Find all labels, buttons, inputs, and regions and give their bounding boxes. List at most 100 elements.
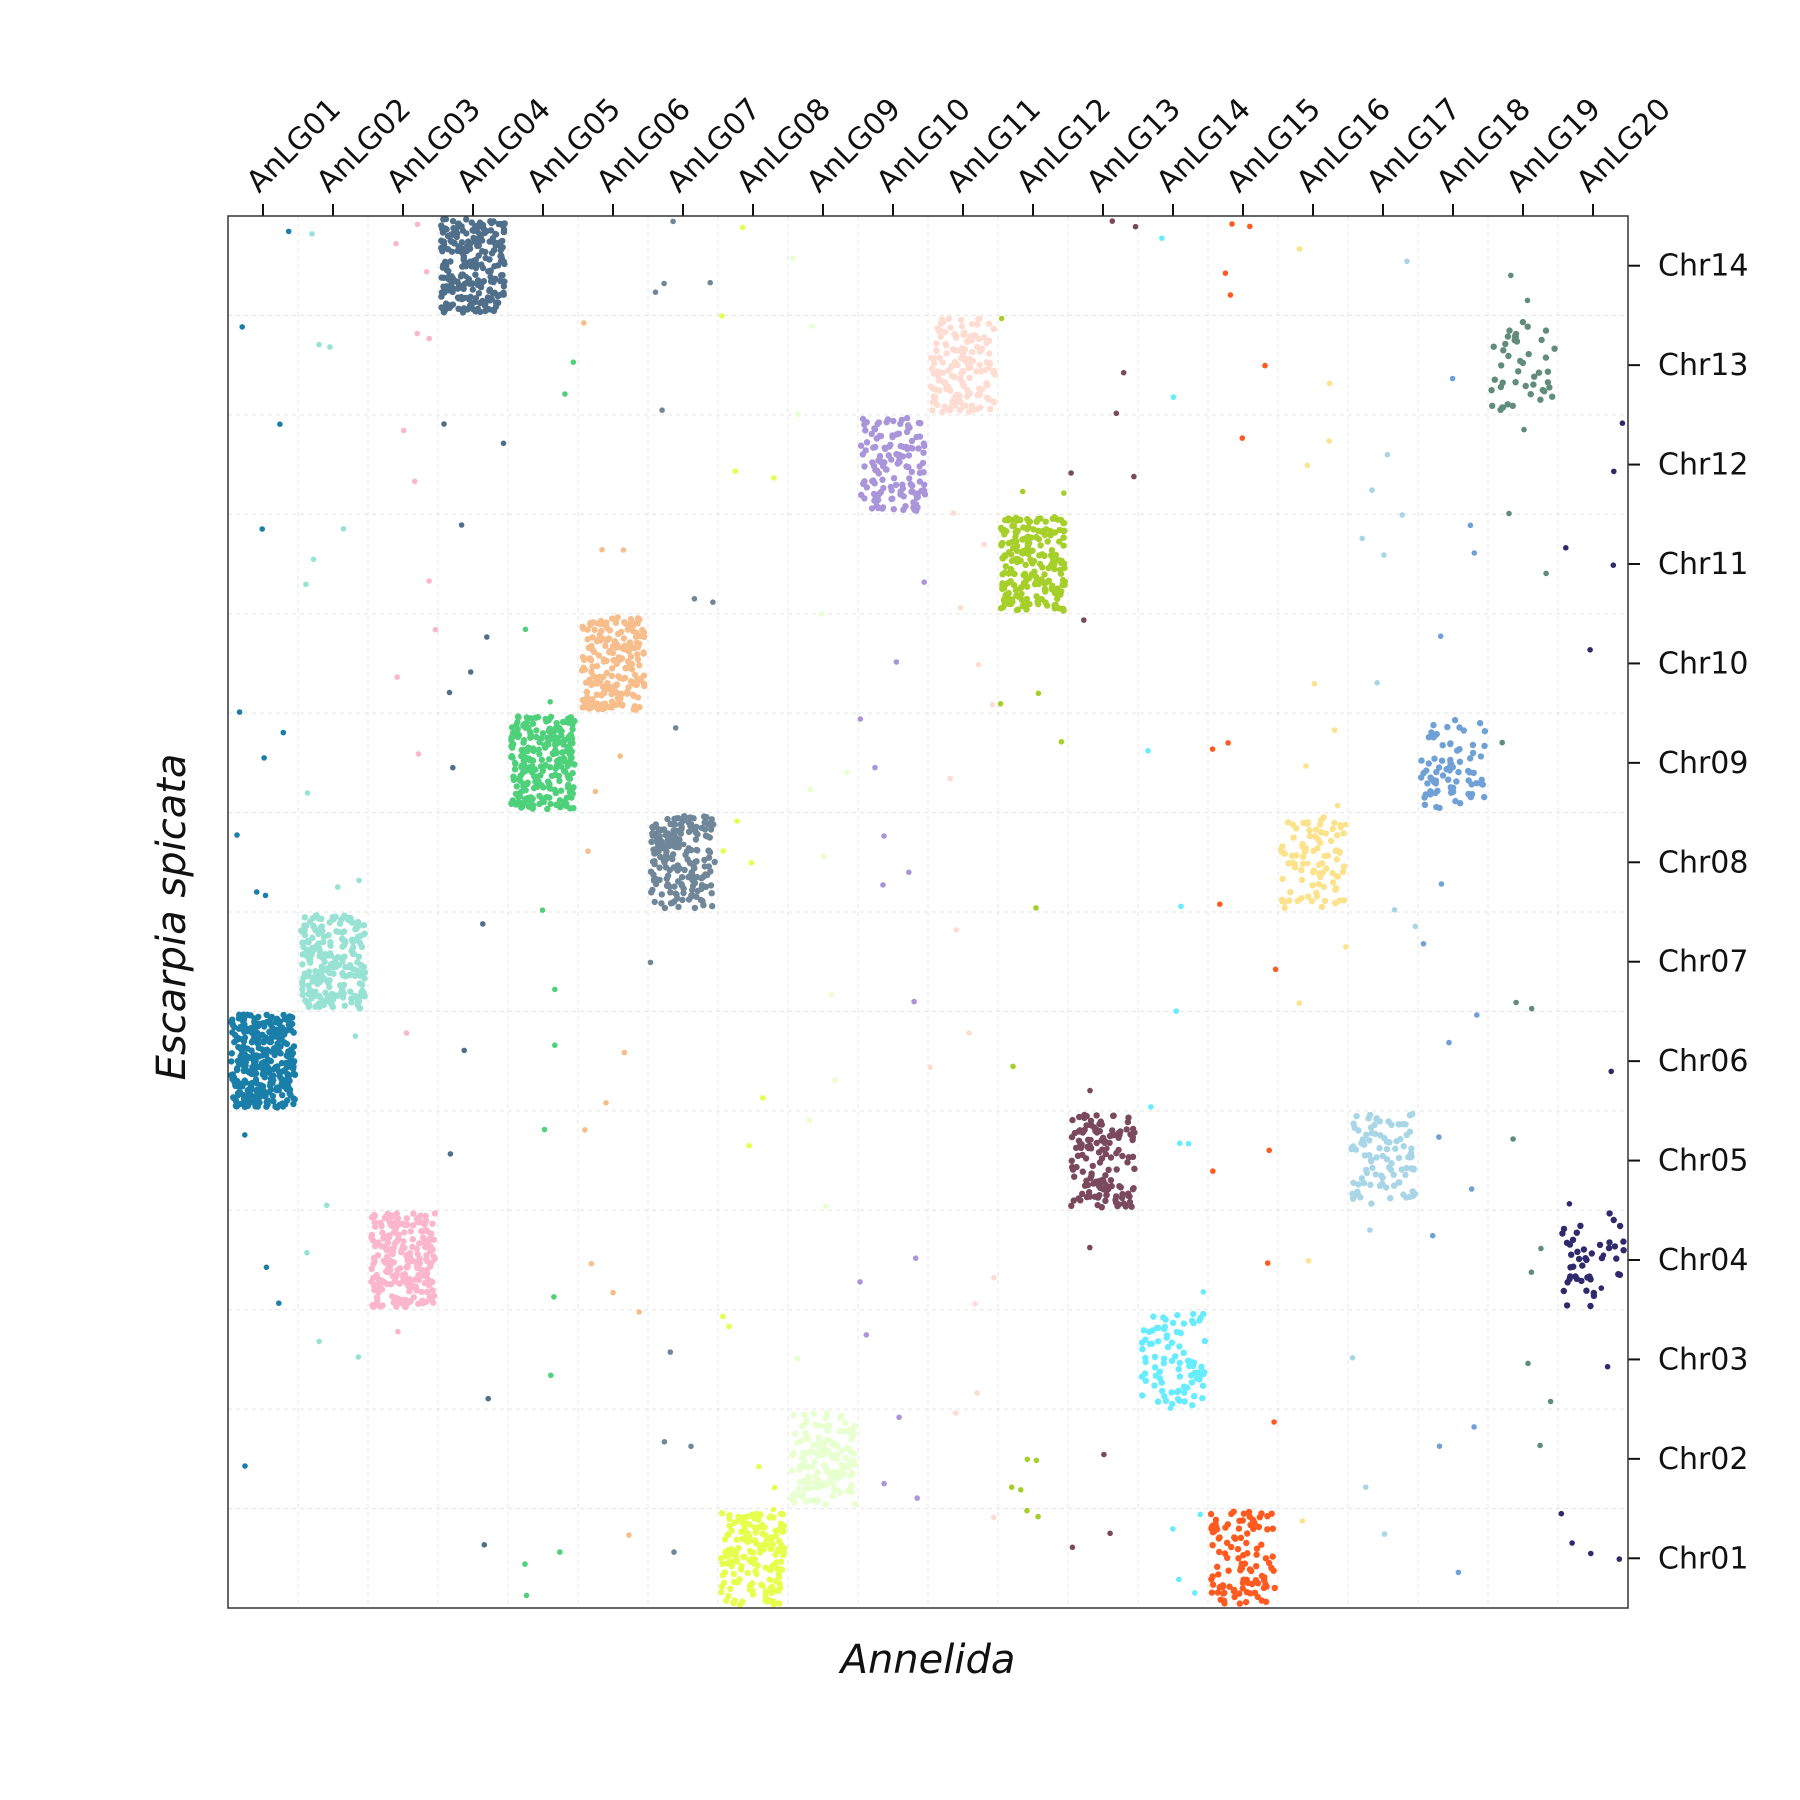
sparse-point — [641, 629, 648, 635]
block-point — [546, 764, 554, 771]
block-point — [636, 632, 643, 640]
sparse-point — [680, 841, 687, 848]
sparse-point — [636, 1309, 642, 1315]
sparse-point — [1109, 218, 1116, 224]
block-point — [309, 934, 316, 942]
block-point — [1011, 570, 1018, 578]
block-point — [1421, 794, 1428, 801]
block-point — [1382, 1184, 1390, 1191]
sparse-point — [310, 556, 317, 563]
block-point — [1427, 788, 1434, 795]
y-tick-label: Chr11 — [1658, 547, 1748, 582]
block-point — [1268, 1510, 1275, 1517]
block-point — [1069, 1116, 1076, 1124]
block-point — [1385, 1118, 1392, 1125]
block-point — [1332, 886, 1339, 893]
block-point — [1258, 1541, 1265, 1548]
block-point — [1223, 1539, 1231, 1547]
block-point — [425, 1276, 432, 1283]
block-point — [627, 678, 635, 685]
block-point — [290, 1100, 297, 1108]
block-point — [1270, 1567, 1277, 1574]
block-point — [608, 704, 615, 711]
sparse-point — [927, 1064, 933, 1070]
block-point — [1052, 551, 1060, 559]
sparse-point — [1368, 1157, 1374, 1164]
sparse-point — [952, 1410, 959, 1416]
sparse-point — [547, 699, 553, 705]
sparse-point — [957, 605, 964, 611]
block-point — [936, 328, 943, 335]
block-point — [1406, 1112, 1414, 1119]
block-point — [454, 285, 461, 292]
block-point — [951, 347, 959, 354]
block-point — [960, 331, 967, 339]
sparse-point — [356, 877, 362, 884]
block-point — [476, 231, 484, 238]
block-point — [965, 364, 972, 372]
block-point — [1083, 1122, 1090, 1129]
sparse-point — [1538, 1245, 1544, 1252]
block-point — [990, 367, 997, 375]
block-point — [1014, 527, 1021, 534]
block-point — [913, 507, 920, 514]
block-point — [1005, 570, 1012, 577]
block-point — [284, 1097, 291, 1104]
block-point — [829, 1481, 837, 1488]
block-point — [652, 849, 659, 857]
sparse-point — [914, 1495, 920, 1501]
block-point — [1068, 1202, 1075, 1210]
block-point — [518, 803, 526, 811]
block-point — [263, 1011, 270, 1018]
block-point — [1146, 1340, 1154, 1348]
block-point — [958, 316, 965, 324]
block-point — [373, 1271, 380, 1279]
block-point — [277, 1068, 284, 1076]
block-point — [726, 1522, 733, 1530]
block-point — [591, 626, 598, 634]
block-point — [1217, 1596, 1224, 1603]
sparse-point — [562, 391, 568, 397]
sparse-point — [1587, 647, 1593, 653]
block-point — [1076, 1113, 1083, 1121]
block-point — [1410, 1165, 1417, 1172]
sparse-point — [825, 1447, 832, 1453]
block-point — [1099, 1146, 1106, 1153]
block-point — [320, 1001, 328, 1008]
block-point — [299, 961, 306, 968]
block-point — [956, 392, 963, 399]
block-point — [776, 1526, 783, 1533]
block-point — [796, 1478, 803, 1486]
block-point — [1077, 1197, 1084, 1204]
sparse-point — [998, 315, 1005, 322]
block-point — [498, 272, 505, 279]
block-point — [341, 942, 348, 949]
sparse-point — [659, 407, 665, 414]
block-point — [1453, 778, 1460, 785]
block-point — [1107, 1154, 1115, 1161]
block-point — [508, 724, 516, 731]
block-point — [1431, 755, 1438, 762]
block-point — [672, 890, 679, 897]
block-point — [1142, 1336, 1149, 1343]
block-point — [485, 306, 492, 313]
block-point — [239, 1044, 246, 1051]
sparse-point — [1296, 246, 1303, 252]
block-point — [569, 769, 576, 777]
block-point — [1168, 1339, 1176, 1346]
block-point — [1005, 589, 1012, 597]
block-point — [383, 1253, 391, 1261]
block-point — [693, 846, 700, 854]
sparse-point — [327, 344, 333, 350]
block-point — [550, 729, 557, 736]
block-point — [956, 406, 963, 414]
block-point — [538, 756, 545, 764]
sparse-point — [1229, 221, 1235, 227]
block-point — [333, 928, 340, 935]
block-point — [962, 402, 969, 409]
block-point — [802, 1478, 809, 1485]
block-point — [1045, 577, 1053, 584]
block-point — [678, 874, 686, 881]
sparse-point — [770, 475, 777, 481]
block-point — [448, 279, 455, 286]
